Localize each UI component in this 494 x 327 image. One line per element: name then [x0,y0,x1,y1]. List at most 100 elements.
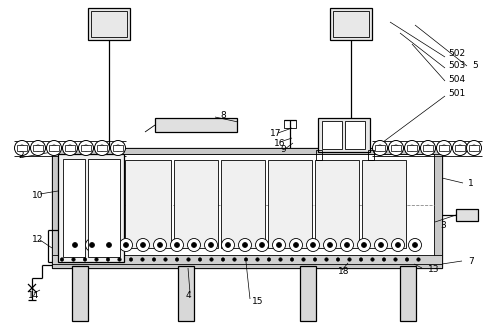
Text: 504: 504 [448,75,465,83]
Circle shape [94,141,110,156]
Text: 5: 5 [472,60,478,70]
Bar [439,145,449,151]
Circle shape [154,238,166,251]
Text: 18: 18 [338,267,349,277]
Bar [52,148,442,268]
Bar [52,255,442,264]
Circle shape [225,243,231,248]
Bar [72,266,88,321]
Circle shape [85,238,98,251]
Circle shape [370,258,374,261]
Text: 14: 14 [28,291,40,301]
Text: 4: 4 [186,291,192,301]
Circle shape [118,258,122,261]
Bar [174,160,218,248]
Bar [315,160,359,248]
Circle shape [198,258,202,261]
Circle shape [340,238,354,251]
Text: 16: 16 [274,139,286,147]
Bar [58,154,124,262]
Circle shape [256,258,259,261]
Circle shape [205,238,217,251]
Circle shape [164,258,167,261]
Text: 1: 1 [468,179,474,187]
Circle shape [221,238,235,251]
Bar [345,121,365,149]
Circle shape [111,141,125,156]
Bar [52,148,442,154]
Circle shape [141,258,144,261]
Circle shape [302,258,305,261]
Bar [91,11,127,37]
Text: 8: 8 [220,111,226,119]
Bar [400,266,416,321]
Circle shape [51,145,57,151]
Bar [113,145,123,151]
Circle shape [471,145,477,151]
Bar [391,145,401,151]
Bar [58,154,436,262]
Bar [362,160,406,248]
Bar [221,160,265,248]
Circle shape [244,258,248,261]
Circle shape [382,258,386,261]
Bar [368,150,374,160]
Bar [97,145,107,151]
Circle shape [324,238,336,251]
Circle shape [67,145,73,151]
Circle shape [328,243,332,248]
Circle shape [129,258,133,261]
Circle shape [89,243,94,248]
Circle shape [106,258,110,261]
Circle shape [267,258,271,261]
Circle shape [208,243,213,248]
Circle shape [31,141,45,156]
Circle shape [393,145,399,151]
Circle shape [412,243,417,248]
Circle shape [120,238,132,251]
Bar [284,120,296,128]
Circle shape [221,258,225,261]
Circle shape [457,145,463,151]
Circle shape [243,243,247,248]
Circle shape [83,145,89,151]
Text: 15: 15 [252,298,263,306]
Bar [52,148,58,268]
Circle shape [174,243,179,248]
Text: 7: 7 [468,257,474,267]
Bar [330,8,372,40]
Circle shape [115,145,121,151]
Bar [333,11,369,37]
Bar [52,262,442,268]
Bar [322,121,342,149]
Bar [88,8,130,40]
Text: 501: 501 [448,89,465,97]
Circle shape [311,243,316,248]
Circle shape [409,145,415,151]
Circle shape [344,243,349,248]
Circle shape [378,243,383,248]
Circle shape [158,243,163,248]
Circle shape [136,238,150,251]
Circle shape [124,243,128,248]
Circle shape [187,258,190,261]
Text: 13: 13 [428,266,440,274]
Circle shape [255,238,269,251]
Circle shape [259,243,264,248]
Circle shape [420,141,436,156]
Circle shape [388,141,404,156]
Text: 503: 503 [448,61,465,71]
Circle shape [405,141,419,156]
Bar [125,160,171,248]
Circle shape [372,141,387,156]
Circle shape [102,238,116,251]
Bar [268,160,312,248]
Circle shape [63,141,78,156]
Circle shape [192,243,197,248]
Text: 502: 502 [448,49,465,59]
Circle shape [72,258,75,261]
Circle shape [348,258,351,261]
Circle shape [239,238,251,251]
Circle shape [425,145,431,151]
Circle shape [95,258,98,261]
